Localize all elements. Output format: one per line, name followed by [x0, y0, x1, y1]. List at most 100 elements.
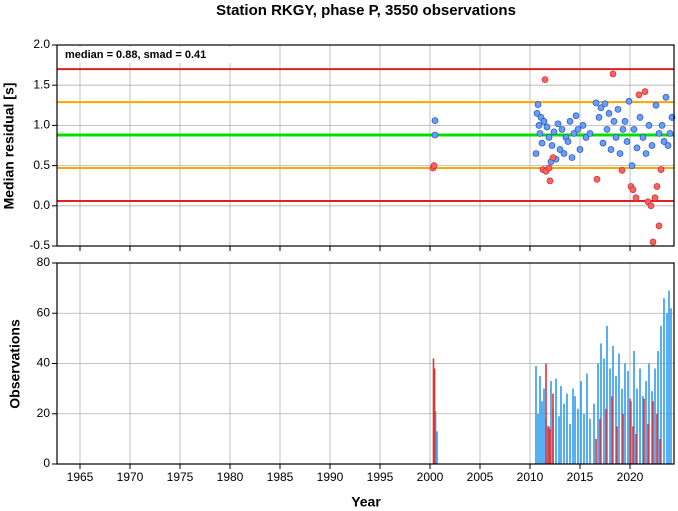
bar: [636, 388, 638, 464]
point: [556, 146, 564, 153]
bar: [630, 401, 632, 464]
bar: [635, 433, 637, 464]
point: [558, 126, 566, 133]
point: [664, 142, 672, 149]
point: [560, 150, 568, 157]
point: [630, 126, 638, 133]
point: [572, 112, 580, 120]
point: [545, 164, 553, 172]
bar: [569, 423, 571, 464]
y-axis-label: Observations: [7, 319, 23, 409]
point: [618, 167, 626, 174]
point: [645, 122, 653, 129]
point: [431, 117, 439, 124]
point: [614, 105, 622, 113]
point: [616, 150, 624, 157]
point: [532, 150, 540, 157]
bar: [660, 325, 662, 464]
bar: [560, 386, 562, 464]
point: [541, 76, 549, 83]
y-axis-label: Median residual [s]: [1, 83, 17, 210]
bar: [656, 413, 658, 464]
x-tick-label: 2020: [617, 470, 644, 484]
point: [607, 146, 615, 153]
bar: [621, 388, 623, 464]
annotation-box: [60, 47, 250, 63]
x-tick-label: 1970: [117, 470, 144, 484]
bar: [639, 368, 641, 464]
point: [655, 130, 663, 137]
bar: [433, 368, 436, 464]
point: [625, 97, 633, 105]
bar: [609, 368, 611, 464]
bar: [597, 363, 599, 464]
bar: [589, 418, 591, 464]
bar: [663, 298, 665, 464]
annotation: median = 0.88, smad = 0.41: [65, 49, 206, 61]
x-tick-label: 1985: [267, 470, 294, 484]
bar: [558, 416, 560, 464]
chart-title: Station RKGY, phase P, 3550 observations: [216, 2, 516, 19]
bar: [657, 350, 659, 464]
bar: [618, 353, 620, 464]
point: [546, 177, 554, 185]
point: [574, 126, 582, 133]
bar: [550, 381, 552, 464]
point: [431, 131, 439, 139]
point: [635, 91, 643, 99]
point: [658, 122, 666, 129]
y-tick-label: -0.5: [29, 238, 50, 252]
point: [639, 134, 647, 141]
point: [540, 118, 548, 125]
bar: [611, 396, 613, 464]
x-tick-label: 1980: [217, 470, 244, 484]
point: [647, 202, 655, 210]
bar: [566, 393, 568, 464]
point: [586, 130, 594, 137]
point: [610, 118, 618, 125]
point: [641, 88, 649, 95]
x-tick-label: 2010: [517, 470, 544, 484]
point: [566, 118, 574, 125]
bar: [580, 381, 582, 464]
y-tick-label: 60: [37, 305, 51, 319]
x-tick-label: 2000: [417, 470, 444, 484]
bar: [633, 350, 635, 464]
point: [605, 109, 613, 117]
bar: [547, 426, 549, 464]
x-axis-label: Year: [351, 494, 381, 510]
bar: [577, 408, 579, 464]
point: [660, 138, 668, 145]
point: [601, 100, 609, 108]
point: [632, 194, 640, 202]
point: [595, 114, 603, 121]
bar: [647, 423, 649, 464]
bar: [555, 378, 557, 464]
bar: [563, 403, 565, 464]
bar: [539, 376, 541, 464]
point: [536, 130, 544, 137]
point: [533, 109, 541, 117]
point: [655, 222, 663, 230]
bar: [537, 413, 539, 464]
bar: [666, 313, 668, 464]
bar: [605, 408, 607, 464]
point: [649, 238, 657, 246]
y-tick-label: 20: [37, 406, 51, 420]
bar: [622, 413, 624, 464]
bar: [652, 401, 654, 464]
bar: [615, 376, 617, 464]
y-tick-label: 80: [37, 255, 51, 269]
bar: [595, 438, 597, 464]
point: [603, 126, 611, 133]
bar: [545, 363, 547, 464]
point: [633, 144, 641, 152]
point: [621, 118, 629, 125]
bar: [659, 438, 661, 464]
bar: [627, 371, 629, 464]
point: [609, 70, 617, 78]
y-tick-label: 2.0: [33, 37, 50, 51]
point: [636, 114, 644, 121]
x-tick-label: 1990: [317, 470, 344, 484]
